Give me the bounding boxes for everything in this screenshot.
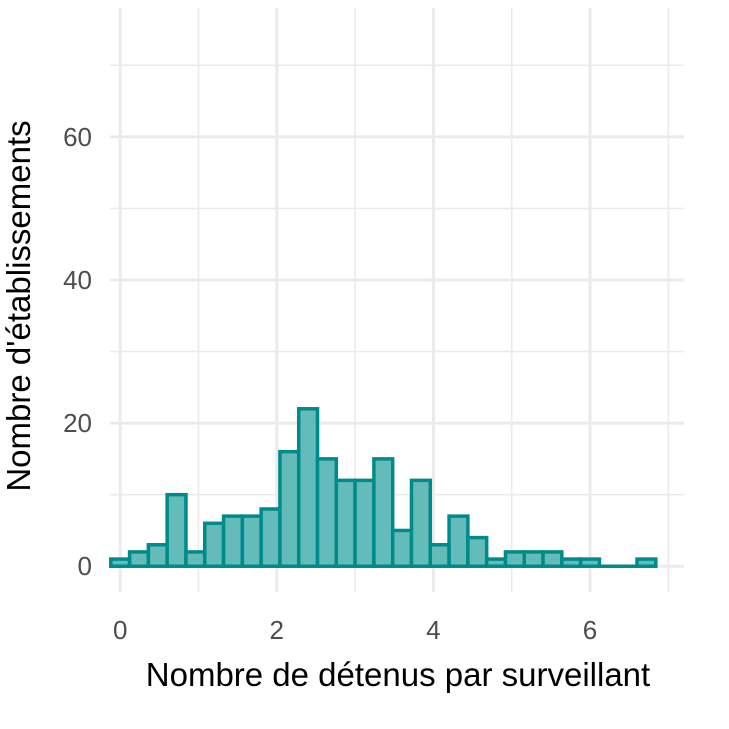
histogram-bar xyxy=(484,557,508,568)
histogram-bar xyxy=(315,457,339,568)
y-axis-title: Nombre d'établissements xyxy=(0,120,37,491)
x-tick-label: 4 xyxy=(426,615,440,645)
y-tick-label: 20 xyxy=(63,408,92,438)
y-axis-ticks: 0 20 40 60 xyxy=(63,122,92,581)
histogram-bar xyxy=(146,543,169,568)
histogram-bar xyxy=(240,514,263,568)
histogram-bar xyxy=(203,521,226,568)
histogram-bar xyxy=(428,543,451,568)
histogram-bar xyxy=(522,550,545,568)
x-axis-ticks: 0 2 4 6 xyxy=(113,615,597,645)
histogram-bar xyxy=(409,478,433,568)
histogram-bars xyxy=(109,407,658,568)
histogram-bar xyxy=(503,550,527,568)
x-axis-title: Nombre de détenus par surveillant xyxy=(146,656,650,693)
histogram-bar xyxy=(127,550,151,568)
histogram-bar xyxy=(334,478,357,568)
histogram-bar xyxy=(447,514,470,568)
histogram-bar xyxy=(278,449,301,568)
histogram-bar xyxy=(353,478,376,568)
x-tick-label: 2 xyxy=(270,615,284,645)
histogram-bar xyxy=(165,492,188,568)
histogram-bar xyxy=(372,457,395,568)
histogram-bar xyxy=(296,407,320,568)
histogram-bar xyxy=(109,557,132,568)
histogram-bar xyxy=(635,557,658,568)
histogram-bar xyxy=(390,528,414,568)
grid-lines xyxy=(110,8,684,592)
histogram-bar xyxy=(578,557,602,568)
histogram-bar xyxy=(184,550,207,568)
histogram-bar xyxy=(541,550,564,568)
histogram-bar xyxy=(221,514,245,568)
x-tick-label: 6 xyxy=(583,615,597,645)
y-tick-label: 40 xyxy=(63,265,92,295)
y-tick-label: 0 xyxy=(78,551,92,581)
x-tick-label: 0 xyxy=(113,615,127,645)
histogram-bar xyxy=(466,535,489,568)
y-tick-label: 60 xyxy=(63,122,92,152)
histogram-bar xyxy=(259,507,282,568)
histogram-bar xyxy=(560,557,583,568)
